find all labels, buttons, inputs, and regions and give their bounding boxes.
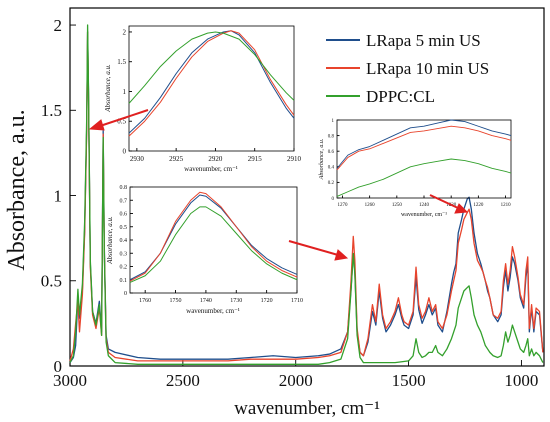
inset-co-series-2-line xyxy=(129,191,298,282)
inset-po-y-tick-label-5: 1 xyxy=(332,119,335,124)
inset-ch-y-label: Absorbance, a.u. xyxy=(104,64,112,113)
inset-ch-lines xyxy=(128,30,295,137)
inset-ch-x-tick-label-2910: 2910 xyxy=(287,155,302,163)
inset-po-x-tick-label-1210: 1210 xyxy=(501,203,512,208)
inset-ch-y-tick-label-2: 1 xyxy=(123,88,127,96)
inset-ch-y-tick-label-4: 2 xyxy=(123,28,127,36)
main-plot-lines xyxy=(69,24,544,365)
inset-po-x-tick-label-1250: 1250 xyxy=(392,203,403,208)
legend-label-lrapa-5min: LRapa 5 min US xyxy=(366,31,481,50)
main-x-axis-label: wavenumber, cm⁻¹ xyxy=(234,398,380,419)
pointer-arrows xyxy=(88,109,469,261)
main-y-tick-label-4: 2 xyxy=(54,16,63,35)
arrow-to-co-peak xyxy=(288,240,339,256)
inset-co-y-tick-label-0: 0 xyxy=(124,291,127,297)
main-x-tick-label-2500: 2500 xyxy=(166,371,200,390)
main-series-3-line xyxy=(69,24,544,365)
inset-co-x-tick-label-1710: 1710 xyxy=(291,298,303,304)
inset-co-y-tick-label-8: 0.8 xyxy=(120,185,128,191)
inset-co-y-tick-label-1: 0.1 xyxy=(120,278,128,284)
inset-ch-y-tick-label-3: 1.5 xyxy=(117,58,126,66)
main-y-tick-label-3: 1.5 xyxy=(41,101,62,120)
inset-po-lines xyxy=(336,119,512,197)
inset-po-y-tick-label-0: 0 xyxy=(332,197,335,202)
inset-co-lines xyxy=(129,191,298,283)
inset-co-y-tick-label-3: 0.3 xyxy=(120,251,128,257)
inset-co-x-label: wavenumber, cm⁻¹ xyxy=(186,307,240,315)
arrow-head-co xyxy=(334,249,349,261)
main-x-tick-label-1500: 1500 xyxy=(392,371,426,390)
inset-ch-series-3-line xyxy=(128,31,295,104)
main-y-axis-label: Absorbance, a.u. xyxy=(4,109,30,270)
arrow-to-po-peak xyxy=(429,194,459,209)
inset-ch-x-tick-label-2920: 2920 xyxy=(208,155,223,163)
inset-co-x-tick-label-1760: 1760 xyxy=(139,298,151,304)
inset-co-y-tick-label-6: 0.6 xyxy=(120,212,128,218)
inset-po-series-3-line xyxy=(336,158,512,197)
main-y-tick-label-1: 0.5 xyxy=(41,272,62,291)
legend-label-lrapa-10min: LRapa 10 min US xyxy=(366,59,489,78)
arrow-head-po xyxy=(454,203,469,214)
inset-po-y-tick-label-1: 0.2 xyxy=(328,181,335,186)
inset-po-x-label: wavenumber, cm⁻¹ xyxy=(401,212,447,218)
inset-po-y-tick-label-2: 0.4 xyxy=(328,166,335,171)
arrow-to-ch-peak xyxy=(99,109,149,127)
inset-ch-series-1-line xyxy=(128,30,295,134)
inset-ch-x-label: wavenumber, cm⁻¹ xyxy=(184,165,238,173)
inset-co-y-tick-label-5: 0.5 xyxy=(120,225,128,231)
inset-co-series-3-line xyxy=(129,206,298,283)
inset-ch-x-tick-label-2915: 2915 xyxy=(248,155,263,163)
legend-label-dppc-cl: DPPC:CL xyxy=(366,87,435,106)
main-y-tick-label-2: 1 xyxy=(54,186,63,205)
inset-co-x-tick-label-1750: 1750 xyxy=(170,298,182,304)
inset-po-x-tick-label-1240: 1240 xyxy=(419,203,430,208)
inset-co-y-tick-label-7: 0.7 xyxy=(120,198,128,204)
inset-ch-y-tick-label-1: 0.5 xyxy=(117,118,126,126)
inset-ch-x-tick-label-2925: 2925 xyxy=(169,155,184,163)
inset-co-x-tick-label-1730: 1730 xyxy=(230,298,242,304)
inset-ch-frame xyxy=(128,25,295,152)
inset-po-x-tick-label-1270: 1270 xyxy=(337,203,348,208)
inset-ch-y-tick-label-0: 0 xyxy=(123,147,127,155)
main-x-tick-label-3000: 3000 xyxy=(53,371,87,390)
inset-ch-x-tick-label-2930: 2930 xyxy=(130,155,145,163)
inset-co-y-tick-label-4: 0.4 xyxy=(120,238,128,244)
inset-po-x-tick-label-1220: 1220 xyxy=(473,203,484,208)
legend: LRapa 5 min US LRapa 10 min US DPPC:CL xyxy=(326,31,489,106)
inset-co-x-tick-label-1720: 1720 xyxy=(261,298,273,304)
inset-co-y-tick-label-2: 0.2 xyxy=(120,265,128,271)
arrow-head-ch xyxy=(88,119,105,131)
inset-co-x-tick-label-1740: 1740 xyxy=(200,298,212,304)
inset-po-x-tick-label-1260: 1260 xyxy=(365,203,376,208)
inset-po-y-tick-label-3: 0.6 xyxy=(328,150,335,155)
main-y-tick-label-0: 0 xyxy=(54,357,63,376)
inset-co-ticks: 1760 1750 1740 1730 1720 1710 0 0.1 0.2 0.3 0.4 0.5… xyxy=(120,185,304,304)
inset-po-y-label: Absorbance, a.u. xyxy=(319,139,325,181)
main-x-tick-label-2000: 2000 xyxy=(279,371,313,390)
main-x-tick-label-1000: 1000 xyxy=(504,371,538,390)
inset-co-y-label: Absorbance, a.u. xyxy=(106,216,114,265)
inset-po-ticks: 127012601250124012301220121000.20.40.60.… xyxy=(328,119,511,208)
inset-ch-ticks: 2930 2925 2920 2915 2910 0 0.5 1 1.5 2 xyxy=(117,28,301,163)
inset-po-y-tick-label-4: 0.8 xyxy=(328,134,335,139)
main-plot-frame xyxy=(69,7,545,367)
inset-po-series-1-line xyxy=(336,119,512,169)
inset-po-series-2-line xyxy=(336,125,512,171)
